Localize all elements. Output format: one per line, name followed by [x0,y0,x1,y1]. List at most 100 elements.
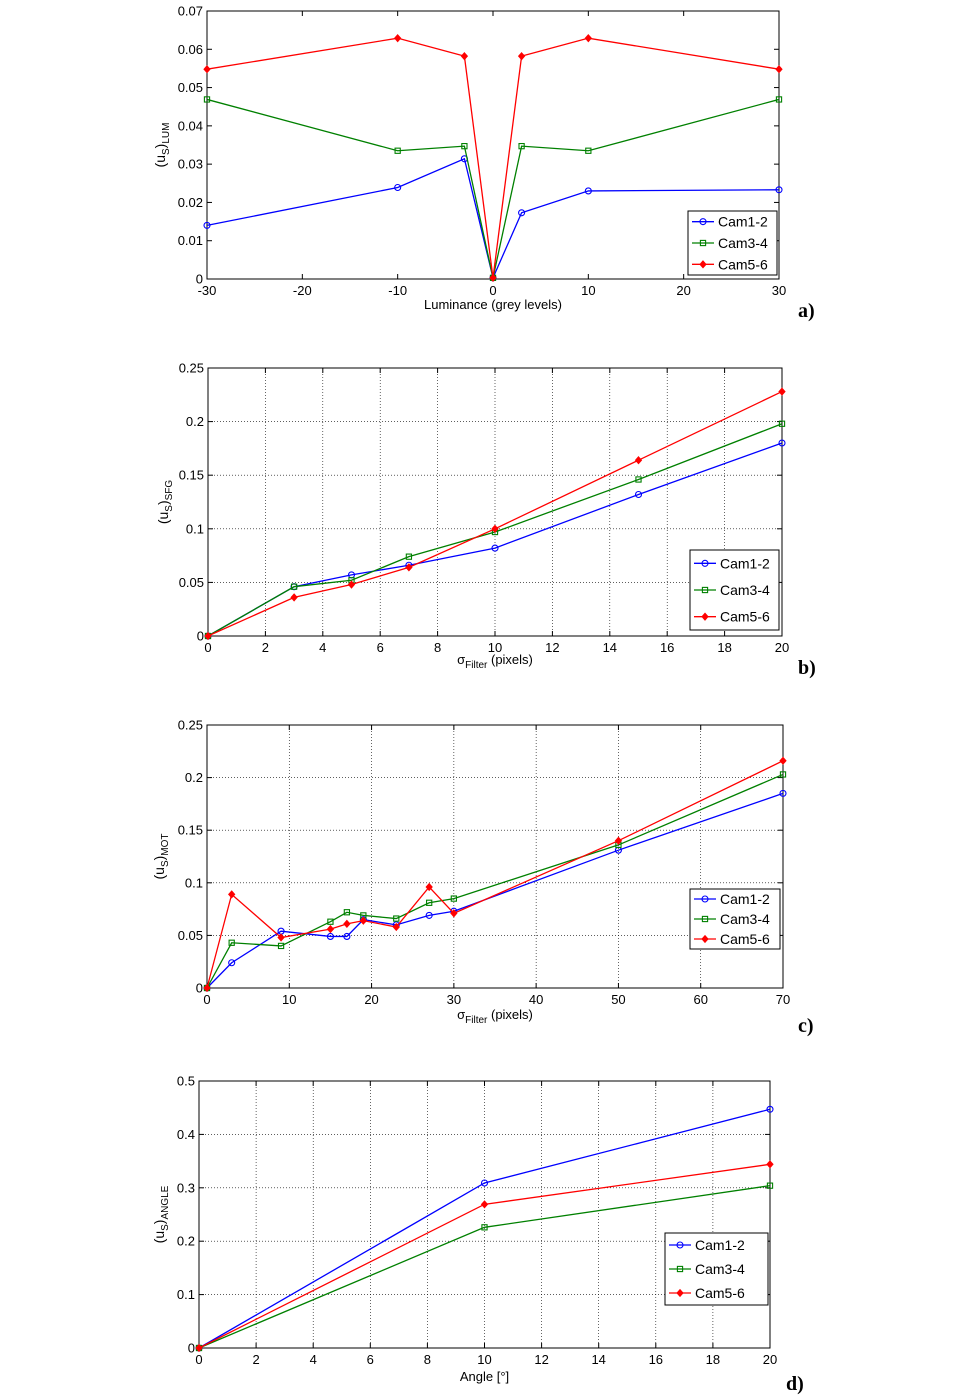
data-point [204,631,212,641]
legend-entry-label: Cam1-2 [718,214,768,230]
legend-entry-label: Cam1-2 [695,1237,745,1253]
series-cam5-6 [203,34,783,283]
y-tick-label: 0.2 [186,414,204,429]
x-tick-label: -10 [388,283,407,298]
data-point [393,34,402,43]
data-point [584,34,593,43]
legend-entry-label: Cam5-6 [720,931,770,947]
x-tick-label: 20 [364,992,378,1007]
x-tick-label: 10 [488,640,502,655]
x-tick-label: 8 [434,640,441,655]
data-point [634,490,643,499]
x-tick-label: 2 [262,640,269,655]
data-point [766,1182,774,1189]
x-axis-label: Luminance (grey levels) [424,297,562,312]
data-point [426,899,433,906]
x-tick-label: 14 [603,640,617,655]
data-point [461,142,468,150]
chart-panel-d-background [144,1068,798,1396]
series-cam3-4 [203,771,787,992]
data-point [766,1105,774,1113]
data-point [775,186,783,194]
data-point [614,836,623,845]
legend-swatch-marker [676,1288,684,1298]
legend: Cam1-2 Cam3-4 Cam5-6 [687,210,778,276]
y-tick-label: 0.05 [178,80,203,95]
x-tick-label: 70 [776,992,790,1007]
data-point [585,147,592,154]
legend: Cam1-2 Cam3-4 Cam5-6 [664,1232,769,1306]
y-axis-label: (uS)LUM [152,123,172,168]
legend-swatch-marker [699,218,707,226]
data-point [203,221,211,229]
y-tick-label: 0.03 [178,157,203,172]
y-axis-label: (uS)MOT [151,833,171,879]
data-point [228,939,235,946]
data-point [393,915,400,922]
data-point [228,890,236,899]
chart-panel-c: 0 10 20 30 40 50 60 70 0 0.05 0.1 0.15 0.2 0.25 σFilte… [151,718,814,1038]
x-tick-label: 14 [591,1352,605,1367]
x-tick-label: 0 [203,992,210,1007]
x-tick-label: 18 [706,1352,720,1367]
x-tick-label: 20 [676,283,690,298]
series-cam5-6 [195,1160,774,1353]
x-tick-label: 16 [660,640,674,655]
x-tick-label: 10 [282,992,296,1007]
x-tick-label: 2 [252,1352,259,1367]
data-point [634,456,643,465]
series-line [198,1108,771,1349]
legend-swatch-marker [699,260,707,269]
legend: Cam1-2 Cam3-4 Cam5-6 [689,888,781,950]
series-cam3-4 [204,420,786,640]
x-tick-label: 10 [477,1352,491,1367]
data-point [518,209,526,217]
data-point [203,983,211,993]
data-point [347,580,356,589]
chart-panel-a: -30 -20 -10 0 10 20 30 0 0.01 0.02 0.03 0.04 0.05 0.0… [152,4,815,323]
legend-entry-label: Cam5-6 [718,256,768,272]
x-tick-label: 0 [195,1352,202,1367]
data-point [584,187,592,195]
y-tick-label: 0.25 [178,718,203,733]
data-point [425,911,433,919]
legend-entry-label: Cam3-4 [718,235,768,251]
y-tick-label: 0.02 [178,195,203,210]
data-point [425,882,433,892]
data-point [343,919,351,928]
data-point [518,142,525,150]
data-point [327,918,334,925]
data-point [778,439,786,447]
data-point [480,1200,489,1209]
chart-panel-b-background [144,358,798,686]
y-tick-label: 0 [196,981,203,996]
y-tick-label: 0.15 [179,468,204,483]
data-point [277,942,285,950]
y-tick-label: 0.2 [177,1234,195,1249]
data-point [392,922,400,932]
data-point [290,583,298,590]
x-tick-label: 8 [424,1352,431,1367]
y-tick-label: 0.25 [179,361,204,376]
data-point [460,52,469,61]
data-point [779,771,787,778]
legend-entry-label: Cam1-2 [720,891,770,907]
data-point [405,563,413,572]
x-tick-label: 30 [447,992,461,1007]
series-line [206,773,784,989]
series-line [206,760,784,989]
data-point [779,789,787,797]
plot-area-frame [198,1080,771,1349]
series-line [207,423,783,637]
series-cam5-6 [204,387,786,641]
x-tick-label: 50 [611,992,625,1007]
legend-swatch-marker [676,1265,684,1273]
data-point [228,959,236,967]
y-tick-label: 0.04 [178,118,203,133]
panel-label: d) [786,1373,804,1395]
y-tick-label: 0.05 [179,575,204,590]
data-point [203,96,211,103]
data-point [277,933,285,942]
data-point [491,524,499,533]
